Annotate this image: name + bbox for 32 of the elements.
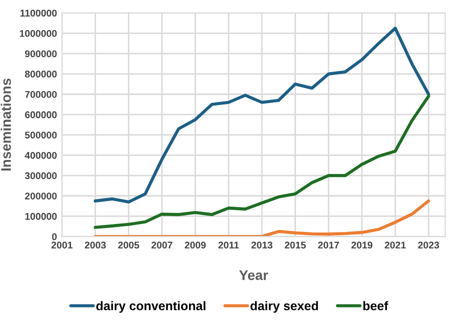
y-tick-label: 400000 bbox=[24, 152, 57, 159]
legend-label: dairy sexed bbox=[250, 301, 318, 313]
y-tick-label: 700000 bbox=[25, 90, 57, 98]
line-series bbox=[94, 26, 430, 204]
y-tick-label: 800000 bbox=[24, 70, 57, 78]
y-tick-label: 500000 bbox=[24, 132, 57, 139]
y-tick-label: 900000 bbox=[25, 50, 57, 58]
y-tick-label: 1100000 bbox=[20, 10, 57, 17]
legend-label: beef bbox=[363, 301, 388, 310]
y-axis-title: Inseminations bbox=[0, 78, 11, 170]
x-tick-label: 2007 bbox=[151, 242, 172, 249]
x-tick-label: 2011 bbox=[218, 242, 239, 249]
x-tick-label: 2023 bbox=[418, 242, 440, 249]
legend-label: dairy conventional bbox=[96, 301, 206, 313]
line-series bbox=[94, 94, 430, 229]
line-series bbox=[94, 199, 430, 237]
y-tick-label: 600000 bbox=[25, 111, 57, 118]
x-tick-label: 2003 bbox=[84, 242, 106, 249]
y-tick-label: 1000000 bbox=[20, 30, 57, 37]
x-tick-label: 2017 bbox=[318, 242, 339, 249]
y-tick-label: 300000 bbox=[24, 172, 57, 180]
x-tick-label: 2015 bbox=[284, 242, 306, 249]
x-tick-label: 2005 bbox=[118, 242, 140, 249]
x-tick-label: 2019 bbox=[351, 242, 372, 249]
x-axis-title: Year bbox=[239, 270, 268, 280]
x-tick-label: 2013 bbox=[251, 242, 272, 249]
x-tick-label: 2001 bbox=[51, 242, 73, 249]
y-tick-label: 0 bbox=[52, 233, 57, 240]
x-tick-label: 2021 bbox=[384, 242, 406, 249]
y-tick-label: 100000 bbox=[25, 212, 57, 220]
x-tick-label: 2009 bbox=[184, 242, 206, 249]
y-tick-label: 200000 bbox=[25, 192, 57, 200]
